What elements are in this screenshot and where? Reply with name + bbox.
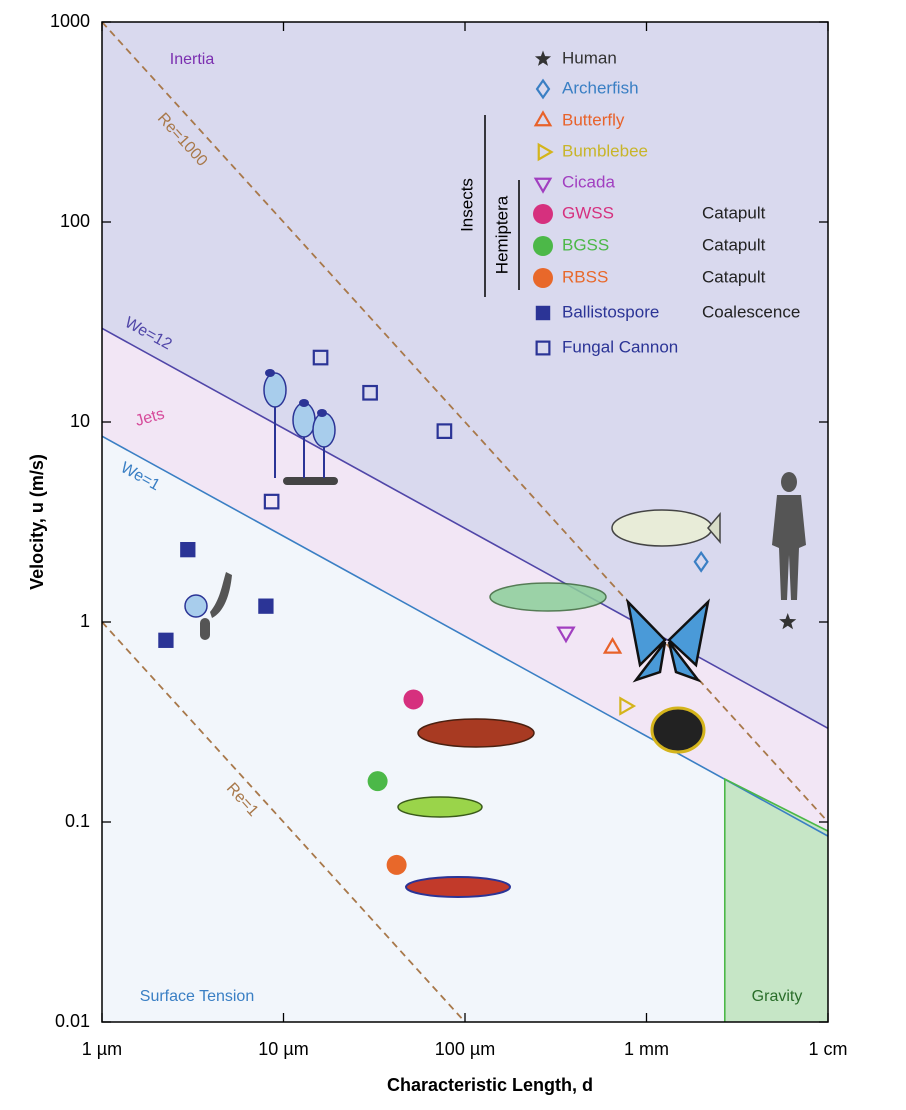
illustration	[417, 718, 535, 748]
illustration	[317, 409, 327, 417]
x-tick-label: 1 mm	[624, 1039, 669, 1059]
legend-marker	[533, 268, 553, 288]
legend-label: GWSS	[562, 203, 614, 222]
y-tick-label: 100	[60, 211, 90, 231]
illustration	[210, 572, 232, 618]
boundary-lines	[101, 21, 829, 1023]
illustration	[489, 582, 607, 612]
region	[102, 22, 828, 729]
illustration	[611, 509, 713, 547]
legend-label: Fungal Cannon	[562, 337, 678, 356]
boundary-line	[101, 21, 829, 823]
illustration	[312, 412, 336, 448]
x-tick-label: 100 µm	[435, 1039, 495, 1059]
x-tick-label: 1 cm	[808, 1039, 847, 1059]
x-tick-label: 10 µm	[258, 1039, 308, 1059]
y-tick-label: 0.01	[55, 1011, 90, 1031]
illustration	[397, 796, 483, 818]
marker	[693, 550, 709, 573]
marker	[362, 384, 378, 401]
region	[724, 779, 828, 1022]
illustration	[299, 399, 309, 407]
marker	[779, 613, 797, 630]
boundary-line	[101, 435, 829, 837]
legend-mechanism: Catapult	[702, 267, 766, 286]
boundary-line	[101, 327, 829, 730]
legend-marker	[533, 110, 553, 127]
illustration	[200, 618, 210, 640]
legend-mechanism: Catapult	[702, 235, 766, 254]
region-label: Inertia	[170, 51, 215, 68]
legend-label: Bumblebee	[562, 141, 648, 160]
legend-label: Butterfly	[562, 110, 625, 129]
marker	[403, 689, 424, 710]
illustration	[625, 598, 710, 683]
illustration	[772, 495, 806, 600]
illustration	[405, 876, 511, 898]
boundary-line	[723, 777, 829, 1022]
legend-marker	[535, 305, 551, 321]
y-tick-label: 1000	[50, 11, 90, 31]
legend-marker	[533, 236, 553, 256]
data-marks	[158, 349, 797, 875]
y-tick-label: 0.1	[65, 811, 90, 831]
marker	[386, 854, 407, 875]
marker	[312, 349, 329, 366]
marker	[619, 696, 637, 716]
legend-mechanism: Coalescence	[702, 302, 800, 321]
x-tick-label: 1 µm	[82, 1039, 122, 1059]
illustration	[292, 402, 316, 438]
region-label: Surface Tension	[140, 988, 254, 1005]
illustration	[283, 477, 338, 485]
legend-marker	[533, 204, 553, 224]
y-tick-label: 10	[70, 411, 90, 431]
regions	[102, 22, 828, 1022]
region	[102, 328, 828, 837]
illustration	[650, 706, 706, 754]
marker	[258, 598, 274, 614]
legend-label: Ballistospore	[562, 302, 659, 321]
marker	[602, 636, 623, 654]
illustration	[184, 594, 208, 618]
legend-label: RBSS	[562, 267, 608, 286]
boundary-line	[101, 621, 466, 1023]
illustration	[781, 472, 797, 492]
y-tick-label: 1	[80, 611, 90, 631]
x-axis-label: Characteristic Length, d	[387, 1075, 593, 1095]
legend-marker	[533, 177, 553, 194]
marker	[158, 632, 174, 648]
legend-marker	[534, 50, 552, 66]
marker	[367, 771, 388, 792]
marker	[556, 626, 576, 644]
legend-label: Archerfish	[562, 78, 639, 97]
group-label: Insects	[457, 178, 476, 232]
y-axis-label: Velocity, u (m/s)	[27, 454, 47, 590]
legend-mechanism: Catapult	[702, 203, 766, 222]
legend-marker	[535, 340, 551, 356]
marker	[180, 542, 196, 558]
illustration	[265, 369, 275, 377]
legend-label: Cicada	[562, 172, 615, 191]
region-label: Gravity	[752, 988, 803, 1005]
legend-marker	[535, 78, 551, 100]
marker	[263, 493, 280, 510]
group-label: Hemiptera	[492, 195, 511, 274]
legend-label: BGSS	[562, 235, 609, 254]
marker	[436, 423, 453, 440]
illustration	[263, 372, 287, 408]
legend-marker	[537, 142, 554, 162]
illustration	[707, 511, 721, 545]
legend-label: Human	[562, 48, 617, 67]
